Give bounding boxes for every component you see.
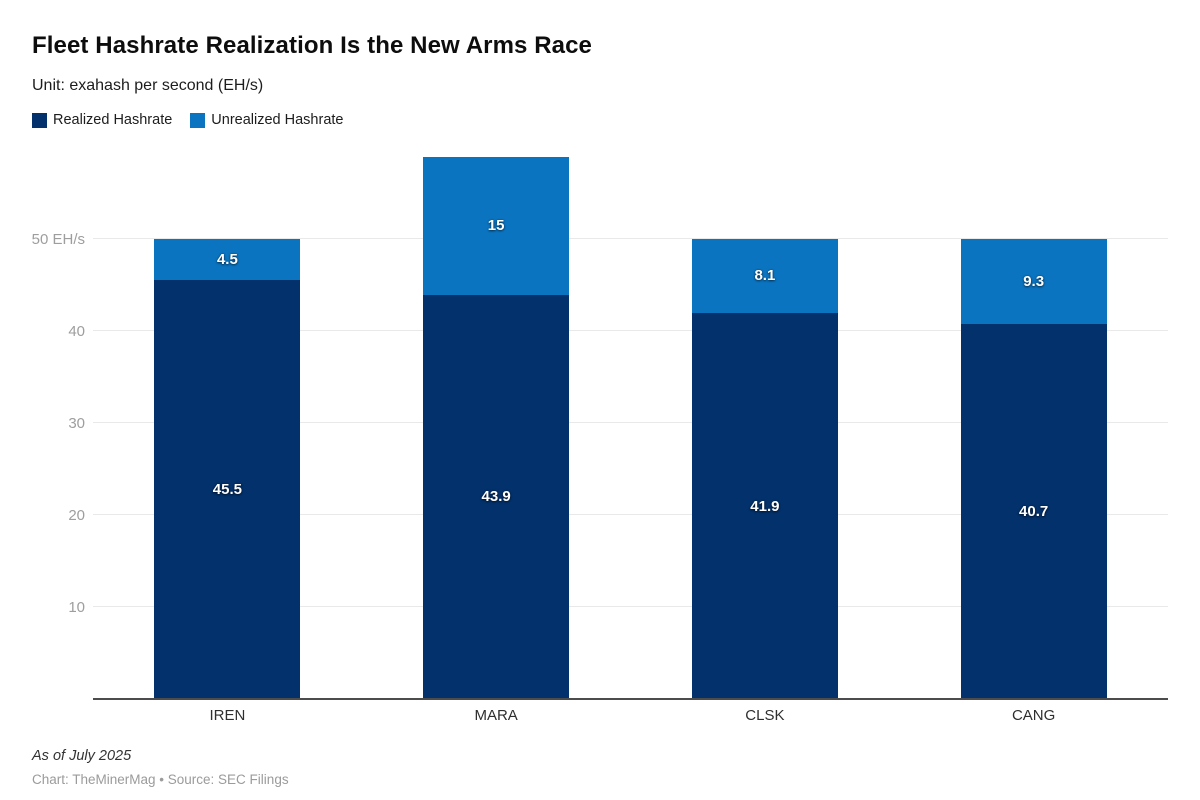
footer-note: As of July 2025 — [32, 748, 132, 764]
value-label-unrealized: 4.5 — [216, 250, 238, 268]
legend-item-unrealized: Unrealized Hashrate — [190, 112, 343, 128]
gridline-40 — [93, 330, 1168, 332]
x-category-label-mara: MARA — [474, 707, 518, 724]
bar-clsk: 8.1 41.9 — [691, 238, 838, 699]
y-tick-label-10: 10 — [68, 598, 85, 616]
page-title: Fleet Hashrate Realization Is the New Ar… — [32, 32, 593, 59]
segment-unrealized-clsk[interactable]: 8.1 — [691, 238, 838, 314]
value-label-unrealized: 15 — [487, 217, 505, 235]
segment-unrealized-iren[interactable]: 4.5 — [154, 238, 301, 280]
x-category-label-iren: IREN — [209, 707, 246, 724]
bar-mara: 15 43.9 — [423, 156, 570, 699]
y-tick-label-30: 30 — [68, 414, 85, 432]
plot-area: 10 20 30 40 50 EH/s 4.5 45.5 IREN 15 43.9 MARA 8.1 4… — [32, 139, 1168, 724]
bar-iren: 4.5 45.5 — [154, 238, 301, 699]
realized-swatch-icon — [32, 112, 47, 128]
x-axis-line — [93, 698, 1168, 700]
segment-unrealized-cang[interactable]: 9.3 — [960, 238, 1107, 325]
x-category-label-clsk: CLSK — [745, 707, 785, 724]
legend-item-realized: Realized Hashrate — [32, 112, 172, 128]
value-label-unrealized: 8.1 — [754, 267, 776, 285]
segment-realized-mara[interactable]: 43.9 — [423, 294, 570, 699]
segment-realized-iren[interactable]: 45.5 — [154, 279, 301, 699]
value-label-realized: 45.5 — [212, 480, 242, 498]
gridline-10 — [93, 606, 1168, 608]
segment-realized-clsk[interactable]: 41.9 — [691, 313, 838, 699]
footer-credit: Chart: TheMinerMag • Source: SEC Filings — [32, 772, 289, 787]
value-label-realized: 43.9 — [481, 488, 511, 506]
gridline-50 — [93, 238, 1168, 239]
y-tick-label-40: 40 — [68, 322, 85, 340]
segment-realized-cang[interactable]: 40.7 — [960, 324, 1107, 699]
value-label-unrealized: 9.3 — [1023, 272, 1045, 290]
legend-label: Unrealized Hashrate — [211, 112, 344, 128]
legend-label: Realized Hashrate — [53, 112, 173, 128]
y-tick-label-20: 20 — [68, 506, 85, 524]
segment-unrealized-mara[interactable]: 15 — [423, 156, 570, 295]
gridline-20 — [93, 514, 1168, 516]
chart-subtitle-unit: Unit: exahash per second (EH/s) — [32, 77, 264, 94]
gridline-30 — [93, 422, 1168, 424]
bar-cang: 9.3 40.7 — [960, 238, 1107, 699]
y-tick-label-50: 50 EH/s — [31, 230, 85, 248]
x-category-label-cang: CANG — [1011, 707, 1056, 724]
unrealized-swatch-icon — [190, 112, 206, 128]
value-label-realized: 41.9 — [750, 497, 780, 515]
chart-legend: Realized Hashrate Unrealized Hashrate — [32, 112, 343, 128]
value-label-realized: 40.7 — [1019, 503, 1049, 521]
